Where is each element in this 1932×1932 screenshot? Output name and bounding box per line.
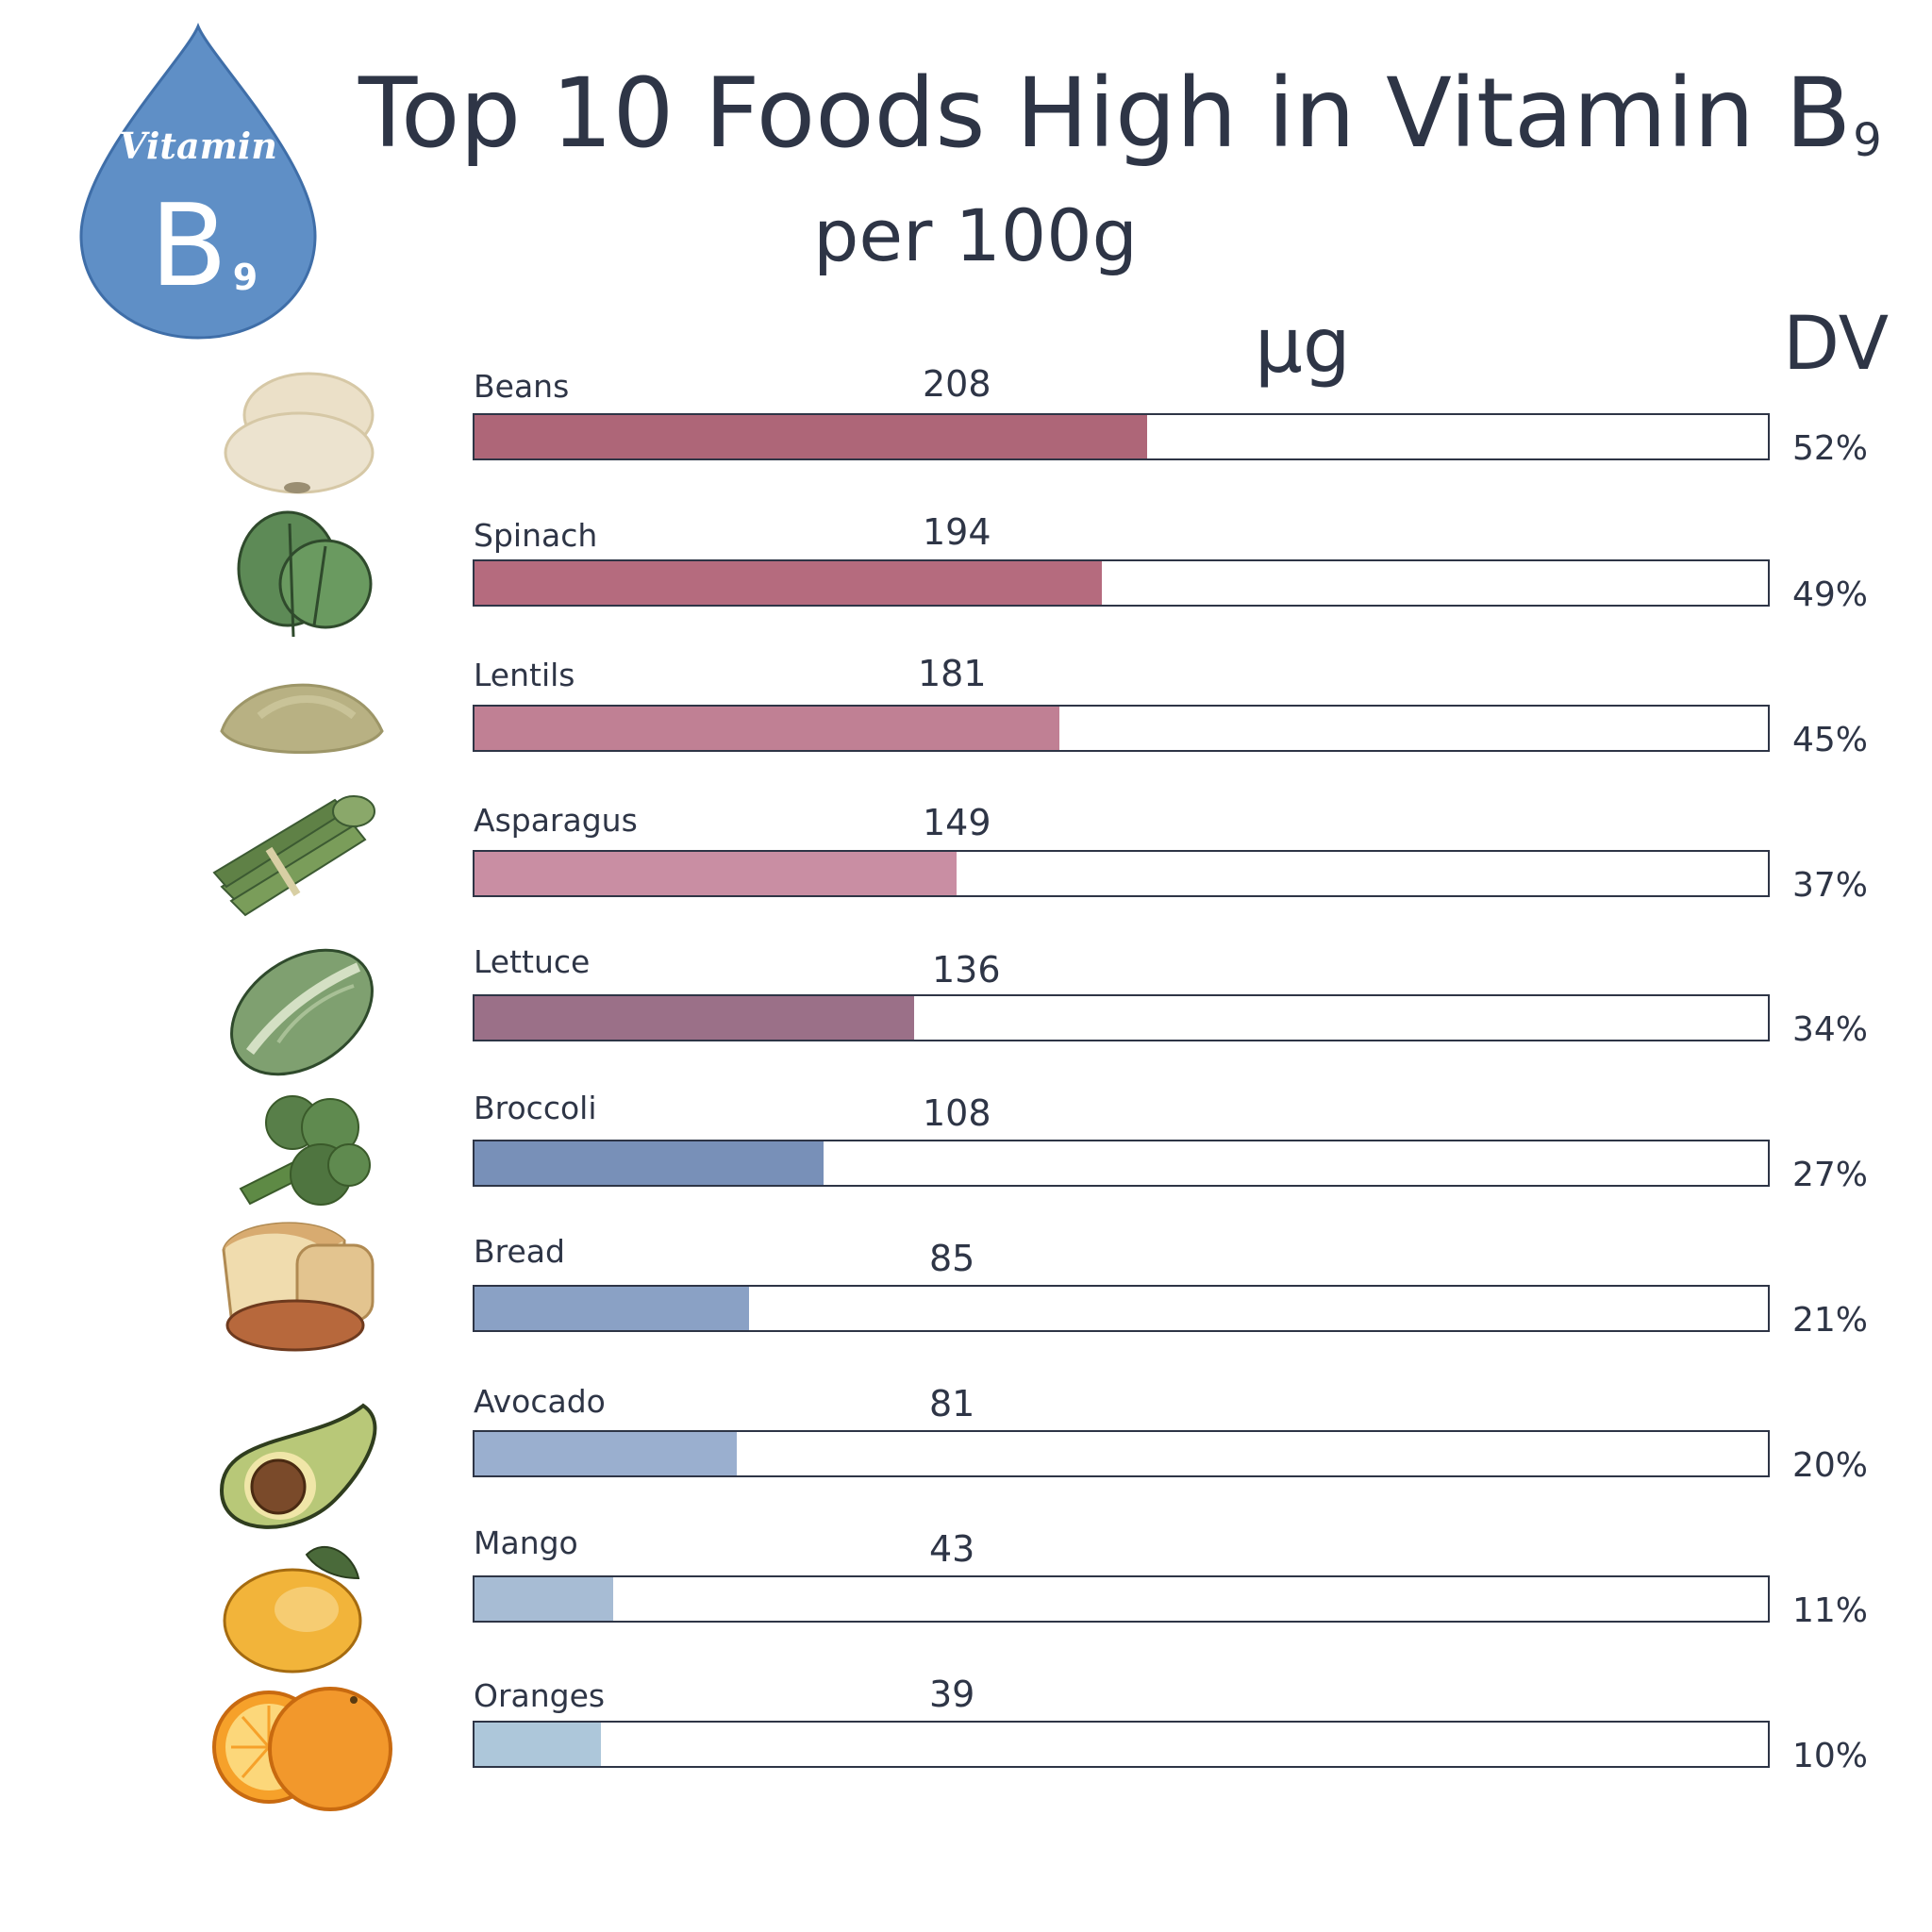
bar-fill [475,1287,750,1330]
bar-dv-label: 34% [1792,1010,1869,1049]
bar-value-label: 39 [929,1674,975,1715]
bar-dv-label: 10% [1792,1737,1869,1775]
chart-title-subscript: 9 [1853,114,1882,167]
unit-header: µg [1255,302,1351,390]
chart-subtitle: per 100g [813,193,1138,277]
bar-label: Asparagus [474,802,638,839]
bar-label: Bread [474,1233,565,1270]
bar-track [473,1140,1770,1187]
bar-dv-label: 37% [1792,866,1869,905]
badge-top-text: Vitamin [119,125,277,167]
bar-value-label: 136 [932,949,1001,991]
bar-label: Beans [474,368,570,405]
spinach-icon [237,510,373,638]
bar-value-label: 194 [923,511,991,553]
bar-label: Lentils [474,657,575,693]
bar-value-label: 208 [923,363,991,405]
bar-track [473,994,1770,1041]
bar-value-label: 108 [923,1092,991,1134]
bar-value-label: 149 [923,802,991,843]
bar-label: Oranges [474,1677,606,1714]
bar-dv-label: 49% [1792,575,1869,614]
bar-fill [475,415,1147,458]
bar-label: Spinach [474,517,598,554]
avocado-icon [219,1403,377,1529]
bar-fill [475,996,915,1040]
bar-label: Avocado [474,1383,606,1420]
vitamin-b9-drop-icon: Vitamin B 9 [79,23,317,340]
bar-track [473,850,1770,897]
bar-track [473,413,1770,460]
bar-value-label: 181 [918,653,987,694]
lettuce-icon [230,948,374,1076]
bar-track [473,1721,1770,1768]
bar-fill [475,707,1060,750]
broccoli-icon [239,1095,371,1206]
asparagus-icon [212,795,375,917]
bar-label: Broccoli [474,1090,597,1126]
bar-fill [475,1577,614,1621]
bar-track [473,705,1770,752]
bar-value-label: 85 [929,1238,975,1279]
bar-track [473,559,1770,607]
bar-fill [475,852,957,895]
oranges-icon [212,1687,392,1811]
badge-subscript: 9 [233,257,258,298]
bar-value-label: 81 [929,1383,975,1424]
badge-letter: B [150,181,227,312]
bar-label: Mango [474,1524,578,1561]
beans-icon [224,372,375,494]
bread-icon [222,1222,375,1352]
bar-value-label: 43 [929,1528,975,1570]
dv-header: DV [1783,302,1890,387]
bar-track [473,1285,1770,1332]
bar-dv-label: 27% [1792,1156,1869,1194]
bar-dv-label: 45% [1792,721,1869,759]
bar-fill [475,1141,824,1185]
bar-dv-label: 21% [1792,1301,1869,1340]
bar-fill [475,1432,737,1475]
bar-fill [475,1723,601,1766]
lentils-icon [220,683,384,754]
chart-title: Top 10 Foods High in Vitamin B9 [358,66,1882,164]
mango-icon [223,1545,362,1674]
bar-dv-label: 11% [1792,1591,1869,1630]
bar-dv-label: 20% [1792,1446,1869,1485]
chart-title-main: Top 10 Foods High in Vitamin B [358,58,1852,170]
bar-dv-label: 52% [1792,429,1869,468]
bar-fill [475,561,1102,605]
bar-track [473,1430,1770,1477]
bar-label: Lettuce [474,943,591,980]
bar-track [473,1575,1770,1623]
